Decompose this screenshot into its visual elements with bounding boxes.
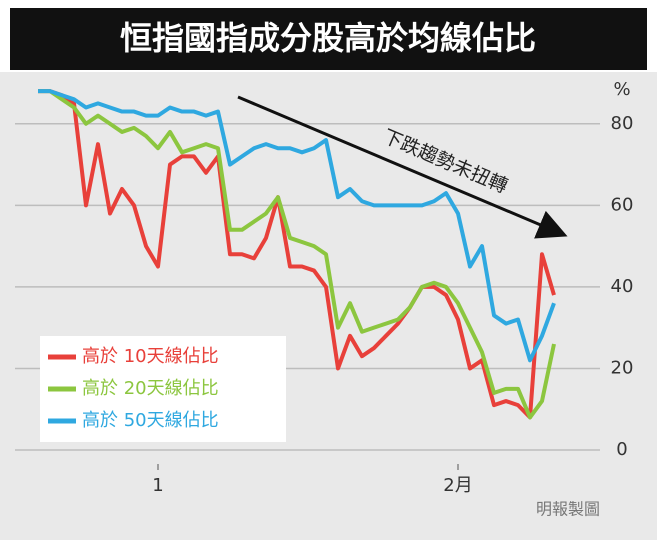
legend-label: 高於 50天線佔比 [82, 410, 219, 431]
legend-label: 高於 20天線佔比 [82, 378, 219, 399]
y-tick-label: 40 [611, 276, 634, 297]
legend-label: 高於 10天線佔比 [82, 346, 219, 367]
series-line [38, 89, 556, 420]
y-tick-label: 60 [611, 194, 634, 215]
series-line [38, 89, 556, 420]
x-tick-label: 1 [152, 475, 163, 496]
series-line [38, 89, 556, 363]
x-tick-label: 2月 [443, 475, 472, 496]
y-tick-label: 20 [611, 357, 634, 378]
y-tick-label: 0 [616, 439, 627, 460]
title-bar [10, 8, 647, 70]
y-unit: % [613, 79, 630, 100]
y-tick-label: 80 [611, 113, 634, 134]
chart-title: 恒指國指成分股高於均線佔比 [120, 19, 536, 57]
legend-box [40, 336, 286, 442]
trend-arrow [237, 95, 568, 239]
source: 明報製圖 [536, 500, 600, 519]
